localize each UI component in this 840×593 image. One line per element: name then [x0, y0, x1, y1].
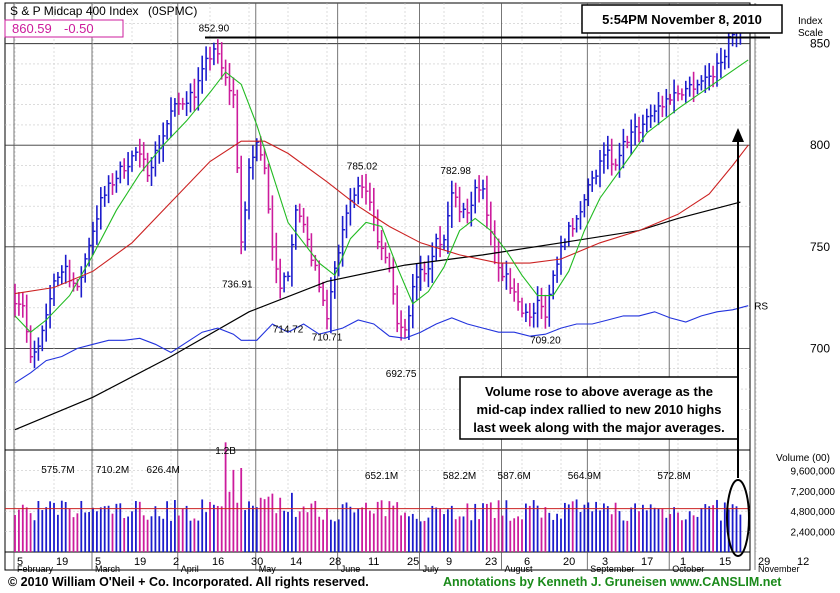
x-tick-label: 14 [290, 556, 302, 568]
month-label: September [590, 564, 634, 574]
annotation-author: Annotations by Kenneth J. Gruneisen [443, 575, 667, 589]
callout-line-2: mid-cap index rallied to new 2010 highs [477, 402, 722, 417]
volume-tick-label: 2,400,000 [791, 528, 836, 539]
last-price-box [4, 19, 124, 38]
x-tick-label: 5 [95, 556, 101, 568]
price-tick-label: 750 [810, 240, 830, 254]
month-label: July [423, 564, 440, 574]
month-label: February [17, 564, 54, 574]
x-axis-ticks: 5 19 5 19 2 16 30 14 28 11 25 9 23 6 20 3 17 1 15 29 12 [17, 556, 809, 568]
x-tick-label: 1 [680, 556, 686, 568]
x-tick-label: 23 [485, 556, 497, 568]
price-annotation: 852.90 [199, 24, 230, 35]
x-tick-label: 19 [134, 556, 146, 568]
chart-title: S & P Midcap 400 Index [10, 4, 139, 18]
month-label: April [181, 564, 199, 574]
x-tick-label: 6 [524, 556, 530, 568]
callout-box [459, 376, 739, 440]
price-tick-label: 700 [810, 341, 830, 355]
chart-symbol: (0SPMC) [148, 4, 197, 18]
price-tick-label: 850 [810, 37, 830, 51]
price-annotation: 782.98 [440, 166, 471, 177]
volume-annotation: 564.9M [568, 471, 601, 482]
annotation-credit: Annotations by Kenneth J. Gruneisen www.… [443, 575, 781, 589]
x-tick-label: 15 [719, 556, 731, 568]
month-label: November [758, 564, 800, 574]
volume-highlight-ellipse [726, 479, 750, 557]
timestamp-box [581, 4, 783, 34]
callout-line-3: last week along with the major averages. [473, 420, 724, 435]
volume-annotation: 652.1M [365, 471, 398, 482]
x-tick-label: 25 [407, 556, 419, 568]
price-change: -0.50 [64, 21, 94, 36]
month-labels: February March April May June July August Septe… [17, 564, 800, 574]
x-tick-label: 30 [251, 556, 263, 568]
price-axis-ticks: 850 800 750 700 [810, 37, 830, 356]
x-tick-label: 20 [563, 556, 575, 568]
y-axis-label-line2: Scale [798, 28, 823, 39]
volume-annotation: 575.7M [41, 465, 74, 476]
relative-strength-line [14, 305, 749, 384]
price-annotation: 709.20 [530, 336, 561, 347]
rs-label: RS [754, 302, 768, 313]
price-annotation: 785.02 [347, 162, 378, 173]
y-axis-label-line1: Index [798, 16, 822, 27]
month-label: August [505, 564, 534, 574]
price-annotation: 710.71 [312, 333, 343, 344]
volume-annotation: 626.4M [147, 465, 180, 476]
volume-annotation: 587.6M [498, 471, 531, 482]
x-tick-label: 19 [56, 556, 68, 568]
volume-tick-label: 9,600,000 [791, 466, 836, 477]
price-annotation: 692.75 [386, 369, 417, 380]
moving-average-200-day [14, 201, 741, 431]
x-tick-label: 16 [212, 556, 224, 568]
callout-arrowhead [732, 128, 744, 142]
month-label: March [95, 564, 120, 574]
timestamp: 5:54PM November 8, 2010 [602, 12, 762, 27]
volume-axis-ticks: 9,600,000 7,200,000 4,800,000 2,400,000 [791, 466, 836, 538]
last-price: 860.59 [12, 21, 52, 36]
volume-annotation: 572.8M [657, 471, 690, 482]
annotation-url[interactable]: www.CANSLIM.net [670, 575, 782, 589]
month-label: May [259, 564, 277, 574]
volume-tick-label: 4,800,000 [791, 507, 836, 518]
copyright-text: © 2010 William O'Neil + Co. Incorporated… [8, 575, 369, 589]
callout-line-1: Volume rose to above average as the [485, 384, 713, 399]
price-annotations: 852.90 736.91 714.72 710.71 785.02 692.75 782.… [199, 24, 562, 380]
volume-annotation: 1.2B [215, 446, 236, 457]
price-tick-label: 800 [810, 138, 830, 152]
volume-axis-label: Volume (00) [776, 453, 830, 464]
volume-tick-label: 7,200,000 [791, 487, 836, 498]
month-divider-lines [13, 3, 756, 570]
moving-average-10-day [14, 59, 749, 333]
x-tick-label: 5 [17, 556, 23, 568]
x-tick-label: 12 [797, 556, 809, 568]
x-tick-label: 28 [329, 556, 341, 568]
volume-annotations: 575.7M 710.2M 626.4M 1.2B 652.1M 582.2M 587.6M… [41, 446, 691, 482]
moving-average-50-day [14, 140, 749, 295]
month-label: October [672, 564, 704, 574]
volume-annotation: 710.2M [96, 465, 129, 476]
x-tick-label: 3 [602, 556, 608, 568]
price-annotation: 714.72 [273, 325, 304, 336]
x-tick-label: 2 [173, 556, 179, 568]
x-tick-label: 29 [758, 556, 770, 568]
moving-average-lines [5, 59, 750, 510]
x-tick-label: 9 [446, 556, 452, 568]
x-tick-label: 11 [368, 556, 379, 568]
price-annotation: 736.91 [222, 279, 253, 290]
month-label: June [341, 564, 361, 574]
volume-annotation: 582.2M [443, 471, 476, 482]
x-tick-label: 17 [641, 556, 653, 568]
